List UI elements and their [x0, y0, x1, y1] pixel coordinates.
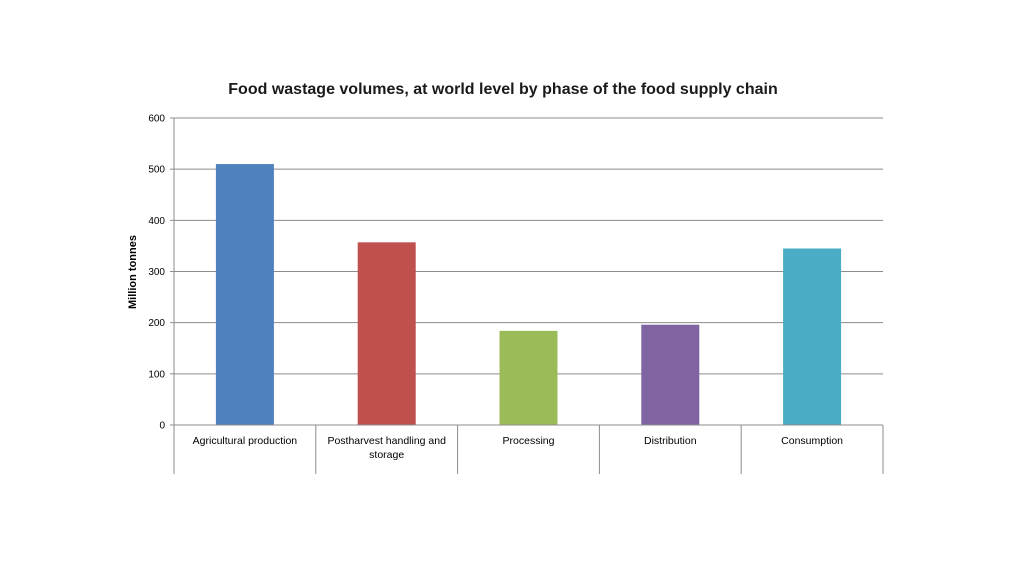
y-tick-label: 0: [159, 421, 165, 432]
bar-2: [357, 242, 416, 425]
bar-3: [499, 330, 558, 425]
x-tick-label: Consumption: [781, 435, 844, 447]
y-tick-label: 600: [148, 114, 165, 125]
x-tick-label: Processing: [502, 435, 555, 447]
x-tick-label: Distribution: [644, 435, 697, 447]
y-tick-label: 200: [148, 318, 165, 329]
y-tick-label: 500: [148, 165, 165, 176]
y-tick-label: 300: [148, 267, 165, 278]
bar-1: [215, 164, 274, 426]
chart-title: Food wastage volumes, at world level by …: [228, 81, 778, 98]
x-tick-label: Postharvest handling and storage: [327, 435, 446, 461]
x-tick-label: Agricultural production: [192, 435, 298, 447]
bar-5: [783, 248, 842, 425]
y-tick-label: 100: [148, 369, 165, 380]
y-tick-label: 400: [148, 216, 165, 227]
bar-4: [641, 324, 700, 425]
